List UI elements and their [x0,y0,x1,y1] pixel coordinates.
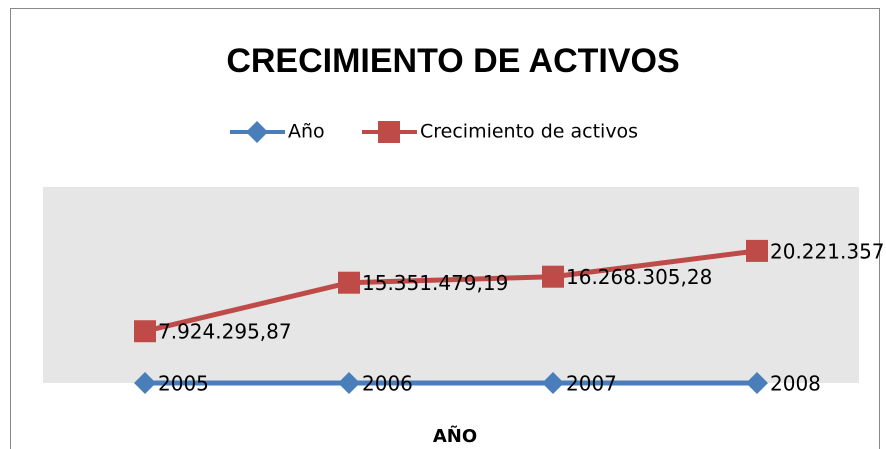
data-label: 2005 [158,371,209,395]
data-label: 2006 [362,371,413,395]
data-label: 20.221.357,80 [770,239,886,263]
data-point [746,239,768,262]
data-point [542,371,564,394]
chart-title: CRECIMIENTO DE ACTIVOS [226,42,679,80]
x-axis-title: AÑO [433,424,477,447]
data-point [338,271,360,294]
data-label: 15.351.479,19 [362,271,508,295]
plot-area [43,187,859,383]
legend-marker [378,121,400,143]
data-point [338,371,360,394]
data-point [542,265,564,288]
legend-label: Crecimiento de activos [420,121,638,143]
data-label: 16.268.305,28 [566,265,712,289]
data-point [746,371,768,394]
series-line [144,248,758,334]
legend-marker [246,121,268,143]
data-point [134,371,156,394]
legend-label: Año [288,121,325,143]
data-label: 7.924.295,87 [158,320,292,344]
data-label: 2007 [566,371,617,395]
data-point [134,320,156,343]
data-label: 2008 [770,371,821,395]
